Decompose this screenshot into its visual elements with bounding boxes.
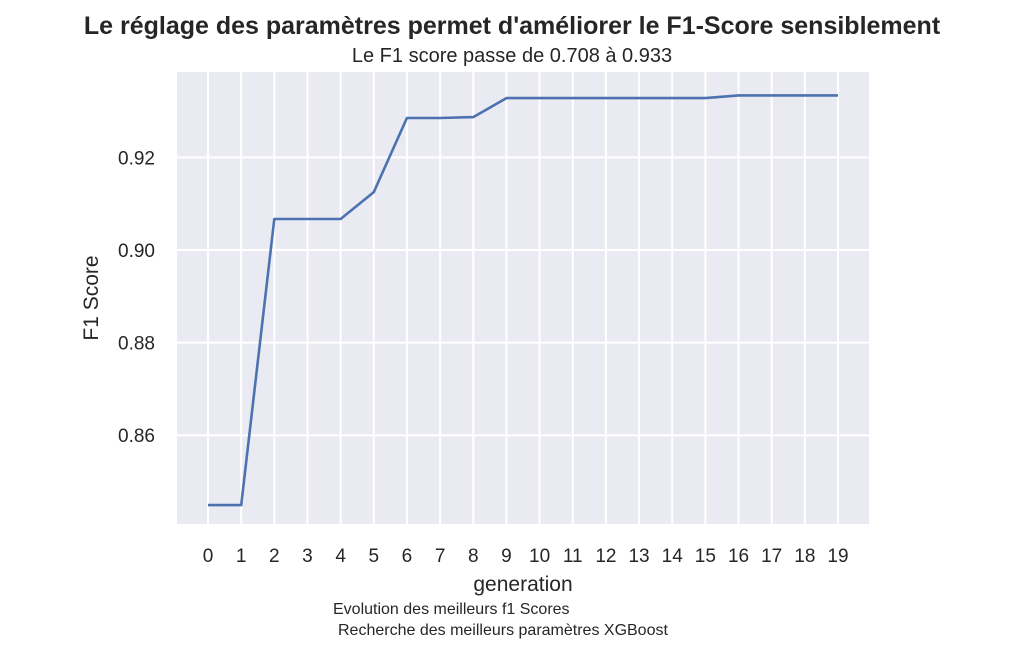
x-tick-label: 17 <box>761 546 782 567</box>
x-tick-label: 4 <box>335 546 346 567</box>
caption-line-1: Evolution des meilleurs f1 Scores <box>333 601 570 618</box>
y-tick-label: 0.86 <box>118 426 155 447</box>
x-tick-label: 8 <box>468 546 479 567</box>
plot-area <box>177 72 869 524</box>
x-tick-label: 14 <box>662 546 684 567</box>
x-tick-label: 12 <box>595 546 616 567</box>
x-tick-label: 11 <box>563 546 583 567</box>
x-tick-label: 18 <box>794 546 815 567</box>
x-tick-label: 3 <box>302 546 313 567</box>
x-tick-label: 19 <box>827 546 848 567</box>
x-tick-label: 9 <box>501 546 512 567</box>
x-tick-label: 1 <box>236 546 247 567</box>
x-tick-label: 16 <box>728 546 749 567</box>
y-tick-label: 0.88 <box>118 334 155 355</box>
caption-line-2: Recherche des meilleurs paramètres XGBoo… <box>338 622 668 639</box>
chart-subtitle: Le F1 score passe de 0.708 à 0.933 <box>351 45 673 67</box>
x-tick-label: 6 <box>402 546 413 567</box>
x-tick-label: 5 <box>369 546 380 567</box>
chart-title: Le réglage des paramètres permet d'améli… <box>83 12 941 40</box>
f1-score-line <box>208 94 838 507</box>
x-tick-label: 15 <box>695 546 716 567</box>
x-axis-label: generation <box>473 573 572 596</box>
x-tick-label: 10 <box>529 546 550 567</box>
y-tick-label: 0.90 <box>118 241 155 262</box>
y-axis-label: F1 Score <box>80 255 103 340</box>
x-tick-label: 13 <box>628 546 649 567</box>
y-tick-label: 0.92 <box>118 148 155 169</box>
x-tick-label: 7 <box>435 546 446 567</box>
x-tick-label: 2 <box>269 546 280 567</box>
x-tick-label: 0 <box>203 546 214 567</box>
